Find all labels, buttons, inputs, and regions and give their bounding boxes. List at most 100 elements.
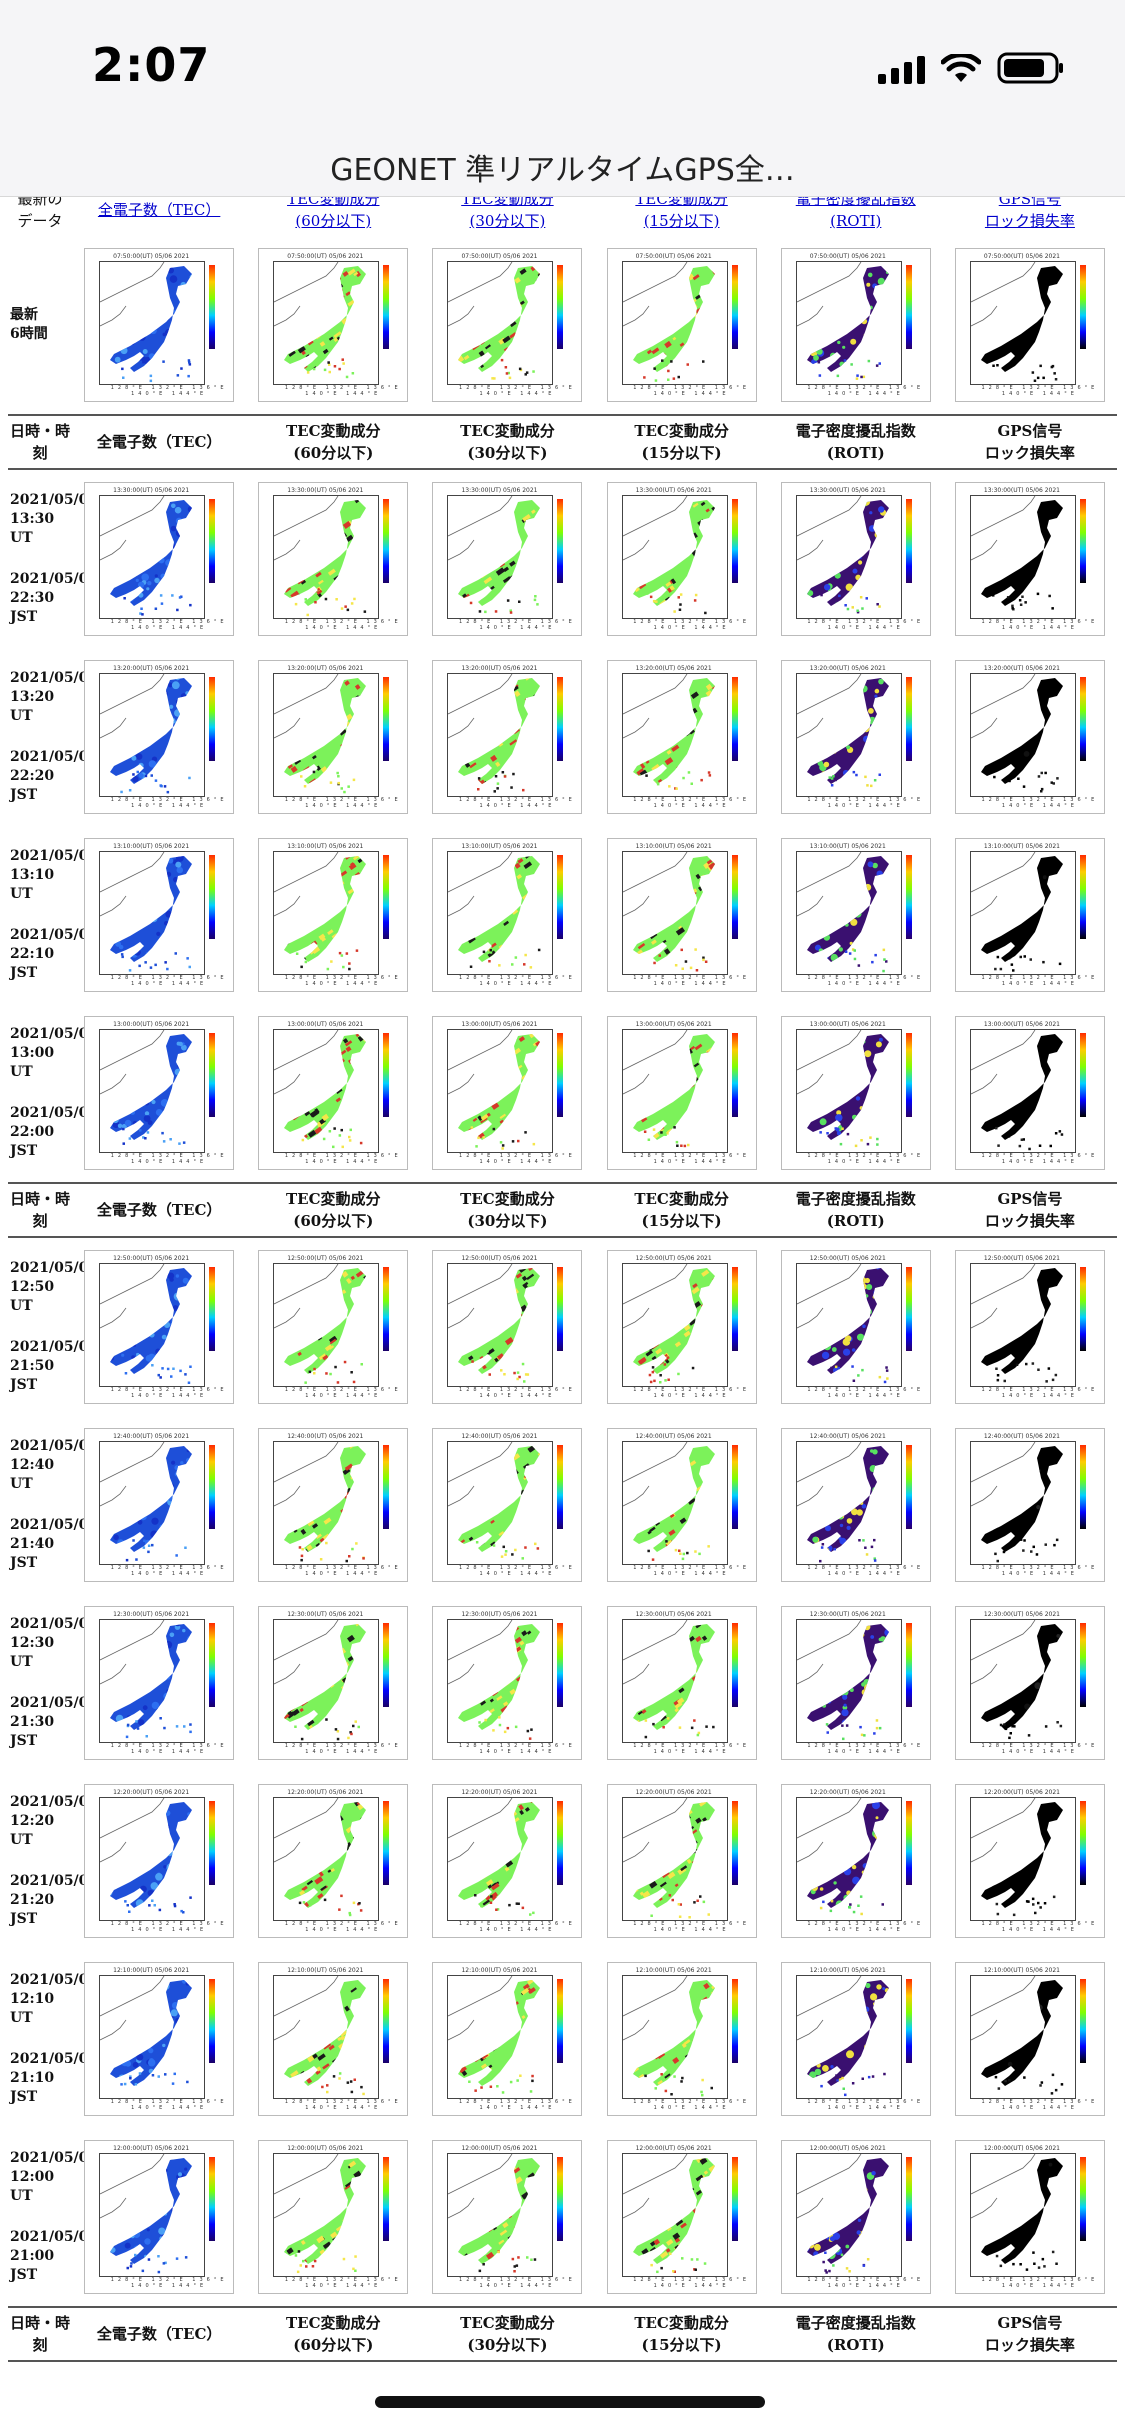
map-thumbnail-gps[interactable]: 12:00:00(UT) 05/06 2021 128°E 132°E 136°E… (954, 2140, 1105, 2294)
map-timestamp: 12:00:00(UT) 05/06 2021 (461, 2145, 538, 2152)
map-thumbnail-tec30[interactable]: 13:20:00(UT) 05/06 2021 128°E 132°E 136°E… (432, 660, 583, 814)
column-header-link[interactable]: 電子密度擾乱指数 (ROTI) (795, 196, 916, 230)
column-header-roti[interactable]: 電子密度擾乱指数 (ROTI) (769, 196, 943, 236)
map-plot (99, 1029, 206, 1153)
map-thumbnail-roti[interactable]: 13:20:00(UT) 05/06 2021 128°E 132°E 136°E… (780, 660, 931, 814)
page-title[interactable]: GEONET 準リアルタイムGPS全… (330, 153, 795, 188)
map-thumbnail-tec15[interactable]: 13:20:00(UT) 05/06 2021 128°E 132°E 136°E… (606, 660, 757, 814)
color-scale-bar (557, 499, 564, 583)
map-thumbnail-gps[interactable]: 12:30:00(UT) 05/06 2021 128°E 132°E 136°E… (954, 1606, 1105, 1760)
map-thumbnail-tec[interactable]: 13:20:00(UT) 05/06 2021 128°E 132°E 136°E… (84, 660, 235, 814)
map-thumbnail-gps[interactable]: 13:00:00(UT) 05/06 2021 128°E 132°E 136°E… (954, 1016, 1105, 1170)
map-thumbnail-tec60[interactable]: 12:20:00(UT) 05/06 2021 128°E 132°E 136°E… (258, 1784, 409, 1938)
map-thumbnail-tec15[interactable]: 13:10:00(UT) 05/06 2021 128°E 132°E 136°E… (606, 838, 757, 992)
column-header-link[interactable]: 全電子数（TEC） (97, 201, 221, 219)
map-thumbnail-tec60[interactable]: 12:40:00(UT) 05/06 2021 128°E 132°E 136°E… (258, 1428, 409, 1582)
map-thumbnail-roti[interactable]: 12:30:00(UT) 05/06 2021 128°E 132°E 136°E… (780, 1606, 931, 1760)
map-thumbnail-tec30[interactable]: 13:00:00(UT) 05/06 2021 128°E 132°E 136°E… (432, 1016, 583, 1170)
map-thumbnail-tec30[interactable]: 07:50:00(UT) 05/06 2021 128°E 132°E 136°E… (432, 248, 583, 402)
column-header-link[interactable]: TEC変動成分 (60分以下) (287, 196, 380, 230)
map-thumbnail-tec[interactable]: 13:30:00(UT) 05/06 2021 128°E 132°E 136°E… (84, 482, 235, 636)
column-header-tec: 全電子数（TEC） (72, 1182, 247, 1238)
map-thumbnail-roti[interactable]: 07:50:00(UT) 05/06 2021 128°E 132°E 136°E… (780, 248, 931, 402)
map-thumbnail-gps[interactable]: 13:30:00(UT) 05/06 2021 128°E 132°E 136°E… (954, 482, 1105, 636)
map-thumbnail-tec60[interactable]: 12:30:00(UT) 05/06 2021 128°E 132°E 136°E… (258, 1606, 409, 1760)
map-cell-tec60: 12:30:00(UT) 05/06 2021 128°E 132°E 136°E… (246, 1594, 420, 1772)
map-thumbnail-tec60[interactable]: 12:10:00(UT) 05/06 2021 128°E 132°E 136°E… (258, 1962, 409, 2116)
map-plot (447, 1441, 554, 1565)
map-thumbnail-tec15[interactable]: 12:30:00(UT) 05/06 2021 128°E 132°E 136°E… (606, 1606, 757, 1760)
map-axis-ticks: 128°E 132°E 136°E 140°E 144°E (633, 1153, 750, 1165)
map-thumbnail-tec15[interactable]: 07:50:00(UT) 05/06 2021 128°E 132°E 136°E… (606, 248, 757, 402)
map-thumbnail-roti[interactable]: 12:00:00(UT) 05/06 2021 128°E 132°E 136°E… (780, 2140, 931, 2294)
color-scale-bar (209, 1445, 216, 1529)
column-header-link[interactable]: GPS信号 ロック損失率 (984, 196, 1075, 230)
map-thumbnail-tec15[interactable]: 12:50:00(UT) 05/06 2021 128°E 132°E 136°E… (606, 1250, 757, 1404)
map-thumbnail-tec30[interactable]: 12:00:00(UT) 05/06 2021 128°E 132°E 136°E… (432, 2140, 583, 2294)
map-thumbnail-tec60[interactable]: 13:00:00(UT) 05/06 2021 128°E 132°E 136°E… (258, 1016, 409, 1170)
map-thumbnail-tec60[interactable]: 13:30:00(UT) 05/06 2021 128°E 132°E 136°E… (258, 482, 409, 636)
map-axis-ticks: 128°E 132°E 136°E 140°E 144°E (110, 385, 228, 397)
map-thumbnail-tec30[interactable]: 13:10:00(UT) 05/06 2021 128°E 132°E 136°E… (432, 838, 583, 992)
datetime-jst: 2021/05/06 22:10 JST (10, 927, 99, 981)
column-header-link[interactable]: TEC変動成分 (30分以下) (461, 196, 554, 230)
map-thumbnail-gps[interactable]: 13:10:00(UT) 05/06 2021 128°E 132°E 136°E… (954, 838, 1105, 992)
map-thumbnail-gps[interactable]: 12:10:00(UT) 05/06 2021 128°E 132°E 136°E… (954, 1962, 1105, 2116)
map-thumbnail-tec[interactable]: 12:10:00(UT) 05/06 2021 128°E 132°E 136°E… (84, 1962, 235, 2116)
map-axis-ticks: 128°E 132°E 136°E 140°E 144°E (284, 1743, 402, 1755)
map-thumbnail-tec[interactable]: 12:00:00(UT) 05/06 2021 128°E 132°E 136°E… (84, 2140, 235, 2294)
map-thumbnail-roti[interactable]: 12:50:00(UT) 05/06 2021 128°E 132°E 136°E… (780, 1250, 931, 1404)
map-plot (795, 673, 902, 797)
map-thumbnail-gps[interactable]: 12:40:00(UT) 05/06 2021 128°E 132°E 136°E… (954, 1428, 1105, 1582)
map-thumbnail-tec15[interactable]: 12:00:00(UT) 05/06 2021 128°E 132°E 136°E… (606, 2140, 757, 2294)
map-thumbnail-tec30[interactable]: 13:30:00(UT) 05/06 2021 128°E 132°E 136°E… (432, 482, 583, 636)
map-thumbnail-tec[interactable]: 12:50:00(UT) 05/06 2021 128°E 132°E 136°E… (84, 1250, 235, 1404)
map-thumbnail-tec60[interactable]: 12:00:00(UT) 05/06 2021 128°E 132°E 136°E… (258, 2140, 409, 2294)
column-header-tec30[interactable]: TEC変動成分 (30分以下) (420, 196, 594, 236)
column-header-tec[interactable]: 全電子数（TEC） (72, 196, 246, 236)
column-header-gps[interactable]: GPS信号 ロック損失率 (943, 196, 1117, 236)
column-header-link[interactable]: TEC変動成分 (15分以下) (635, 196, 728, 230)
map-thumbnail-tec60[interactable]: 13:20:00(UT) 05/06 2021 128°E 132°E 136°E… (258, 660, 409, 814)
map-thumbnail-tec[interactable]: 13:00:00(UT) 05/06 2021 128°E 132°E 136°E… (84, 1016, 235, 1170)
map-thumbnail-tec60[interactable]: 07:50:00(UT) 05/06 2021 128°E 132°E 136°E… (258, 248, 409, 402)
map-thumbnail-tec15[interactable]: 12:40:00(UT) 05/06 2021 128°E 132°E 136°E… (606, 1428, 757, 1582)
map-thumbnail-gps[interactable]: 12:50:00(UT) 05/06 2021 128°E 132°E 136°E… (954, 1250, 1105, 1404)
map-axis-ticks: 128°E 132°E 136°E 140°E 144°E (284, 1565, 402, 1577)
map-thumbnail-tec15[interactable]: 12:10:00(UT) 05/06 2021 128°E 132°E 136°E… (606, 1962, 757, 2116)
map-thumbnail-tec15[interactable]: 13:00:00(UT) 05/06 2021 128°E 132°E 136°E… (606, 1016, 757, 1170)
map-thumbnail-roti[interactable]: 13:30:00(UT) 05/06 2021 128°E 132°E 136°E… (780, 482, 931, 636)
map-thumbnail-tec30[interactable]: 12:40:00(UT) 05/06 2021 128°E 132°E 136°E… (432, 1428, 583, 1582)
map-timestamp: 12:20:00(UT) 05/06 2021 (461, 1789, 538, 1796)
map-thumbnail-roti[interactable]: 13:00:00(UT) 05/06 2021 128°E 132°E 136°E… (780, 1016, 931, 1170)
column-header-tec15: TEC変動成分 (15分以下) (594, 1182, 769, 1238)
map-thumbnail-gps[interactable]: 13:20:00(UT) 05/06 2021 128°E 132°E 136°E… (954, 660, 1105, 814)
map-thumbnail-tec30[interactable]: 12:10:00(UT) 05/06 2021 128°E 132°E 136°E… (432, 1962, 583, 2116)
color-scale-bar (557, 855, 564, 939)
map-thumbnail-tec15[interactable]: 13:30:00(UT) 05/06 2021 128°E 132°E 136°E… (606, 482, 757, 636)
map-thumbnail-roti[interactable]: 12:10:00(UT) 05/06 2021 128°E 132°E 136°E… (780, 1962, 931, 2116)
map-thumbnail-roti[interactable]: 12:20:00(UT) 05/06 2021 128°E 132°E 136°E… (780, 1784, 931, 1938)
map-thumbnail-tec[interactable]: 07:50:00(UT) 05/06 2021 128°E 132°E 136°E… (84, 248, 235, 402)
map-thumbnail-tec30[interactable]: 12:50:00(UT) 05/06 2021 128°E 132°E 136°E… (432, 1250, 583, 1404)
map-timestamp: 13:10:00(UT) 05/06 2021 (983, 843, 1060, 850)
map-thumbnail-tec[interactable]: 12:20:00(UT) 05/06 2021 128°E 132°E 136°E… (84, 1784, 235, 1938)
map-thumbnail-tec[interactable]: 13:10:00(UT) 05/06 2021 128°E 132°E 136°E… (84, 838, 235, 992)
map-thumbnail-roti[interactable]: 12:40:00(UT) 05/06 2021 128°E 132°E 136°E… (780, 1428, 931, 1582)
map-thumbnail-roti[interactable]: 13:10:00(UT) 05/06 2021 128°E 132°E 136°E… (780, 838, 931, 992)
map-thumbnail-gps[interactable]: 07:50:00(UT) 05/06 2021 128°E 132°E 136°E… (954, 248, 1105, 402)
map-thumbnail-tec60[interactable]: 12:50:00(UT) 05/06 2021 128°E 132°E 136°E… (258, 1250, 409, 1404)
color-scale-bar (731, 677, 738, 761)
map-thumbnail-tec[interactable]: 12:40:00(UT) 05/06 2021 128°E 132°E 136°E… (84, 1428, 235, 1582)
map-thumbnail-tec15[interactable]: 12:20:00(UT) 05/06 2021 128°E 132°E 136°E… (606, 1784, 757, 1938)
map-cell-tec: 13:10:00(UT) 05/06 2021 128°E 132°E 136°E… (72, 826, 246, 1004)
map-cell-tec15: 12:50:00(UT) 05/06 2021 128°E 132°E 136°E… (595, 1237, 769, 1416)
map-thumbnail-tec60[interactable]: 13:10:00(UT) 05/06 2021 128°E 132°E 136°E… (258, 838, 409, 992)
map-thumbnail-tec30[interactable]: 12:20:00(UT) 05/06 2021 128°E 132°E 136°E… (432, 1784, 583, 1938)
color-scale-bar (905, 2157, 912, 2241)
map-thumbnail-gps[interactable]: 12:20:00(UT) 05/06 2021 128°E 132°E 136°E… (954, 1784, 1105, 1938)
column-header-tec60[interactable]: TEC変動成分 (60分以下) (246, 196, 420, 236)
column-header-tec15[interactable]: TEC変動成分 (15分以下) (595, 196, 769, 236)
map-thumbnail-tec30[interactable]: 12:30:00(UT) 05/06 2021 128°E 132°E 136°E… (432, 1606, 583, 1760)
map-thumbnail-tec[interactable]: 12:30:00(UT) 05/06 2021 128°E 132°E 136°E… (84, 1606, 235, 1760)
